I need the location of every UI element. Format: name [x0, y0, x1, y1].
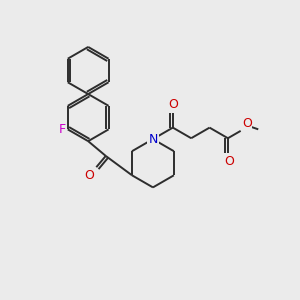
Text: O: O — [242, 117, 252, 130]
Text: N: N — [148, 133, 158, 146]
Text: O: O — [168, 98, 178, 110]
Text: O: O — [224, 155, 234, 168]
Text: F: F — [58, 123, 65, 136]
Text: O: O — [84, 169, 94, 182]
